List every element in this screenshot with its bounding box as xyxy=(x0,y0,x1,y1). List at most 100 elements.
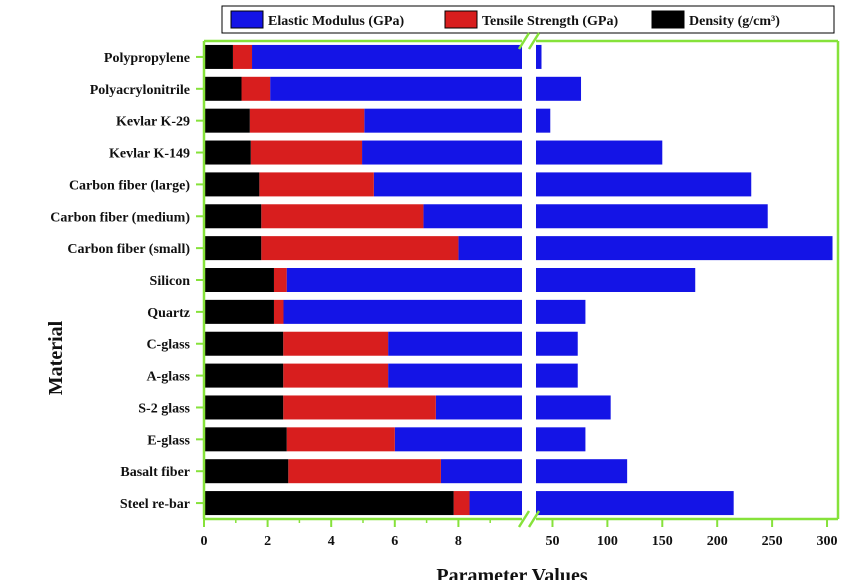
bar-density xyxy=(204,108,250,133)
x-tick-label: 0 xyxy=(201,534,208,549)
x-tick-label: 2 xyxy=(264,534,271,549)
bar-modulus-right xyxy=(536,76,582,101)
legend-label: Tensile Strength (GPa) xyxy=(482,14,618,29)
bar-tensile-strength xyxy=(283,331,389,356)
bar-modulus-right xyxy=(536,363,578,388)
category-label: Basalt fiber xyxy=(120,465,190,480)
bar-modulus-right xyxy=(536,395,611,420)
x-tick-label: 6 xyxy=(391,534,398,549)
bar-density xyxy=(204,140,251,165)
bar-modulus-left xyxy=(469,491,522,516)
bar-density xyxy=(204,491,454,516)
bar-tensile-strength xyxy=(283,395,436,420)
bar-modulus-left xyxy=(373,172,522,197)
bar-tensile-strength xyxy=(250,140,363,165)
category-label: Carbon fiber (small) xyxy=(67,242,190,257)
y-axis-categories: Polypropylene Polyacrylonitrile Kevlar K-2… xyxy=(50,51,190,512)
legend-box xyxy=(221,5,835,34)
category-label: Kevlar K-149 xyxy=(109,147,190,162)
bar-modulus-left xyxy=(388,363,522,388)
bar-tensile-strength xyxy=(261,204,424,229)
bar-density xyxy=(204,204,262,229)
bar-modulus-right xyxy=(536,427,586,452)
bar-tensile-strength xyxy=(283,363,389,388)
bar-modulus-left xyxy=(252,44,522,69)
category-label: Kevlar K-29 xyxy=(116,115,190,130)
category-label: Polypropylene xyxy=(104,51,190,66)
legend-swatch xyxy=(444,10,478,29)
x-tick-label: 100 xyxy=(597,534,618,549)
category-label: Carbon fiber (medium) xyxy=(50,210,190,225)
category-label: S-2 glass xyxy=(138,401,190,416)
bar-density xyxy=(204,236,262,261)
bar-tensile-strength xyxy=(273,299,284,324)
category-label: Steel re-bar xyxy=(120,497,190,512)
bar-modulus-left xyxy=(362,140,522,165)
bar-density xyxy=(204,395,284,420)
legend-label: Density (g/cm³) xyxy=(689,14,780,29)
bar-modulus-left xyxy=(364,108,522,133)
bar-modulus-left xyxy=(286,268,522,292)
bar-modulus-left xyxy=(394,427,522,452)
x-axis-title: Parameter Values xyxy=(436,565,587,580)
bar-modulus-left xyxy=(283,299,522,324)
bar-modulus-left xyxy=(435,395,522,420)
category-label: C-glass xyxy=(146,338,190,353)
bar-modulus-left xyxy=(458,236,522,261)
category-label: Polyacrylonitrile xyxy=(90,83,190,98)
bar-modulus-right xyxy=(536,236,833,261)
category-label: E-glass xyxy=(147,433,190,448)
bar-modulus-right xyxy=(536,459,628,484)
bar-modulus-right xyxy=(536,44,542,69)
bar-modulus-right xyxy=(536,140,663,165)
bar-modulus-left xyxy=(270,76,522,101)
bar-density xyxy=(204,459,289,484)
bar-density xyxy=(204,268,274,292)
bar-density xyxy=(204,76,242,101)
axis-break-mark xyxy=(517,32,531,50)
x-tick-label: 4 xyxy=(328,534,335,549)
bar-modulus-right xyxy=(536,204,768,229)
x-tick-label: 50 xyxy=(545,534,559,549)
x-tick-label: 200 xyxy=(707,534,728,549)
x-tick-label: 250 xyxy=(762,534,783,549)
bar-modulus-right xyxy=(536,172,752,197)
category-label: A-glass xyxy=(146,370,190,385)
bar-modulus-right xyxy=(536,299,586,324)
category-label: Silicon xyxy=(150,274,191,289)
bar-density xyxy=(204,172,260,197)
bar-tensile-strength xyxy=(259,172,374,197)
bar-density xyxy=(204,427,287,452)
axis-break-mark xyxy=(527,32,541,50)
y-axis-title: Material xyxy=(45,320,67,395)
bar-density xyxy=(204,331,284,356)
bar-tensile-strength xyxy=(288,459,441,484)
x-tick-label: 150 xyxy=(652,534,673,549)
plot-area xyxy=(196,32,840,528)
bar-tensile-strength xyxy=(273,268,287,292)
bar-density xyxy=(204,299,274,324)
bar-tensile-strength xyxy=(232,44,253,69)
bar-density xyxy=(204,44,233,69)
bar-modulus-right xyxy=(536,331,578,356)
legend-swatch xyxy=(230,10,264,29)
legend-swatch xyxy=(651,10,685,29)
legend-label: Elastic Modulus (GPa) xyxy=(268,14,404,29)
bar-modulus-right xyxy=(536,491,734,516)
x-axis-ticks: 0 2 4 6 8 50 100 150 200 250 300 xyxy=(201,519,838,549)
bar-tensile-strength xyxy=(249,108,365,133)
legend: Elastic Modulus (GPa) Tensile Strength (G… xyxy=(221,5,835,34)
bar-tensile-strength xyxy=(261,236,459,261)
x-tick-label: 8 xyxy=(455,534,462,549)
axis-break-mark xyxy=(527,510,541,528)
bar-modulus-left xyxy=(388,331,522,356)
category-label: Quartz xyxy=(147,306,190,321)
bar-tensile-strength xyxy=(286,427,395,452)
bar-modulus-left xyxy=(440,459,522,484)
bar-density xyxy=(204,363,284,388)
category-label: Carbon fiber (large) xyxy=(69,178,190,193)
bar-tensile-strength xyxy=(453,491,470,516)
axis-break-mark xyxy=(517,510,531,528)
x-tick-label: 300 xyxy=(817,534,838,549)
